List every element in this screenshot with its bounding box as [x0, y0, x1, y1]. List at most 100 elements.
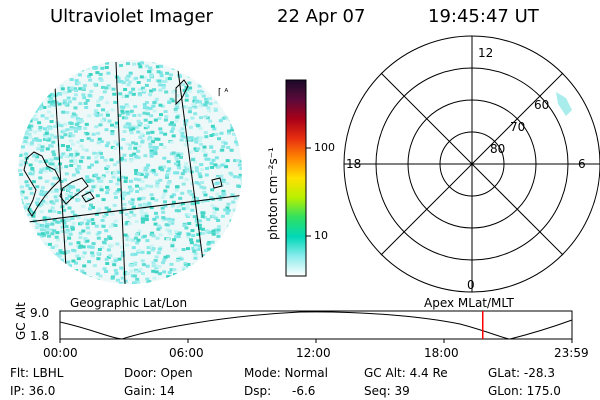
uv-pixel — [88, 73, 93, 76]
uv-pixel — [221, 189, 226, 193]
uv-pixel — [80, 155, 85, 159]
uv-pixel — [110, 145, 115, 149]
uv-pixel — [155, 65, 160, 69]
uv-pixel — [217, 137, 221, 141]
uv-pixel — [23, 132, 28, 136]
uv-pixel — [39, 168, 44, 172]
uv-pixel — [90, 218, 95, 222]
uv-pixel — [212, 206, 217, 210]
uv-pixel — [214, 216, 219, 220]
uv-pixel — [210, 188, 215, 192]
uv-pixel — [35, 138, 40, 142]
uv-pixel — [94, 224, 99, 228]
uv-pixel — [152, 109, 157, 113]
uv-pixel — [72, 97, 77, 101]
uv-pixel — [143, 118, 148, 122]
uv-pixel — [142, 103, 147, 106]
timeline-ylabel: GC Alt — [14, 302, 28, 340]
latitude-line — [19, 194, 242, 224]
uv-pixel — [156, 224, 161, 228]
uv-pixel — [132, 274, 137, 278]
uv-pixel — [61, 144, 65, 147]
uv-pixel — [174, 209, 179, 213]
uv-pixel — [183, 91, 188, 95]
uv-pixel — [111, 87, 116, 91]
uv-pixel — [178, 129, 183, 133]
uv-pixel — [167, 101, 172, 104]
uv-pixel — [113, 268, 118, 272]
uv-pixel — [145, 184, 150, 188]
uv-pixel — [68, 121, 73, 125]
uv-pixel — [71, 134, 76, 138]
uv-pixel — [69, 153, 73, 157]
uv-pixel — [76, 81, 81, 85]
uv-pixel — [209, 196, 214, 200]
uv-pixel — [198, 104, 203, 108]
uv-pixel — [161, 195, 165, 199]
uv-pixel — [151, 104, 156, 108]
uv-pixel — [70, 217, 75, 220]
uv-pixel — [48, 209, 53, 213]
uv-pixel — [81, 245, 86, 249]
uv-pixel — [96, 99, 100, 103]
uv-pixel — [116, 80, 121, 83]
uv-pixel — [113, 140, 118, 144]
uv-pixel — [71, 259, 76, 263]
uv-pixel — [38, 160, 43, 164]
uv-pixel — [79, 221, 84, 225]
uv-pixel — [169, 97, 174, 101]
uv-pixel — [194, 169, 199, 173]
uv-pixel — [193, 112, 198, 116]
uv-pixel — [113, 224, 118, 227]
uv-pixel — [24, 180, 29, 184]
uv-pixel — [133, 146, 138, 150]
uv-pixel — [85, 99, 90, 102]
uv-pixel — [186, 235, 191, 239]
mlt-label-12: 12 — [478, 46, 494, 60]
colorbar-tick-label-10: 10 — [314, 229, 328, 242]
uv-pixel — [71, 221, 76, 225]
uv-pixel — [39, 106, 44, 110]
uv-pixel — [50, 133, 55, 137]
uv-pixel — [78, 244, 83, 248]
uv-pixel — [92, 151, 97, 155]
uv-pixel — [49, 96, 54, 100]
uv-pixel — [104, 206, 109, 210]
uv-pixel — [240, 178, 242, 182]
uv-pixel — [93, 82, 98, 86]
uv-pixel — [133, 261, 138, 265]
uv-pixel — [78, 102, 83, 106]
uv-pixel — [117, 188, 122, 192]
uv-pixel — [44, 201, 49, 205]
uv-pixel — [132, 213, 137, 217]
uv-pixel — [160, 104, 165, 108]
uv-pixel — [105, 185, 109, 189]
uv-pixel — [134, 220, 139, 224]
uv-pixel — [38, 104, 42, 108]
uv-pixel — [101, 224, 106, 228]
uv-pixel — [61, 251, 65, 255]
uv-pixel — [189, 238, 193, 242]
uv-pixel — [113, 147, 118, 150]
uv-pixel — [205, 167, 209, 170]
uv-pixel — [98, 185, 103, 189]
uv-pixel — [148, 106, 153, 110]
uv-pixel — [137, 62, 142, 66]
uv-pixel — [199, 116, 203, 120]
mlat-label-80: 80 — [490, 142, 506, 156]
mlat-label-70: 70 — [510, 120, 526, 134]
uv-pixel — [213, 107, 218, 111]
uv-pixel — [82, 84, 87, 88]
uv-pixel — [73, 126, 78, 130]
uv-pixel — [99, 188, 104, 192]
uv-pixel — [55, 231, 60, 235]
uv-pixel — [166, 170, 170, 174]
uv-pixel — [181, 202, 185, 206]
uv-pixel — [193, 245, 198, 249]
uv-pixel — [97, 231, 102, 235]
uv-pixel — [130, 198, 135, 202]
uv-pixel — [136, 172, 141, 175]
uv-pixel — [77, 166, 82, 170]
uv-pixel — [175, 106, 180, 109]
uv-pixel — [168, 232, 173, 236]
